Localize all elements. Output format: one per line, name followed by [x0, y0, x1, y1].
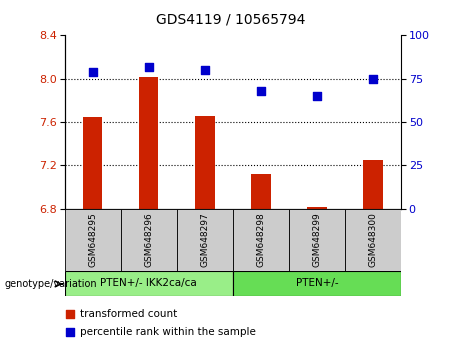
Bar	[307, 207, 327, 209]
Text: percentile rank within the sample: percentile rank within the sample	[80, 327, 255, 337]
FancyBboxPatch shape	[65, 271, 233, 296]
FancyBboxPatch shape	[289, 209, 345, 271]
Point	[66, 312, 73, 317]
Bar	[139, 76, 159, 209]
Point	[313, 93, 321, 99]
Point	[66, 329, 73, 335]
Text: genotype/variation: genotype/variation	[5, 279, 97, 289]
FancyBboxPatch shape	[233, 271, 401, 296]
FancyBboxPatch shape	[177, 209, 233, 271]
Text: PTEN+/-: PTEN+/-	[296, 278, 338, 288]
Text: GSM648299: GSM648299	[313, 212, 321, 267]
Text: PTEN+/- IKK2ca/ca: PTEN+/- IKK2ca/ca	[100, 278, 197, 288]
Point	[257, 88, 265, 94]
Bar	[83, 117, 102, 209]
Text: GSM648296: GSM648296	[144, 212, 153, 267]
Point	[89, 69, 96, 75]
Bar	[195, 116, 214, 209]
Text: transformed count: transformed count	[80, 309, 177, 319]
FancyBboxPatch shape	[345, 209, 401, 271]
Bar	[363, 160, 383, 209]
Text: GDS4119 / 10565794: GDS4119 / 10565794	[156, 12, 305, 27]
FancyBboxPatch shape	[65, 209, 121, 271]
Point	[145, 64, 152, 69]
Point	[369, 76, 377, 81]
FancyBboxPatch shape	[121, 209, 177, 271]
Point	[201, 67, 208, 73]
Text: GSM648298: GSM648298	[256, 212, 266, 267]
Text: GSM648295: GSM648295	[88, 212, 97, 267]
Bar	[251, 174, 271, 209]
FancyBboxPatch shape	[233, 209, 289, 271]
Text: GSM648297: GSM648297	[200, 212, 209, 267]
Text: GSM648300: GSM648300	[368, 212, 378, 267]
